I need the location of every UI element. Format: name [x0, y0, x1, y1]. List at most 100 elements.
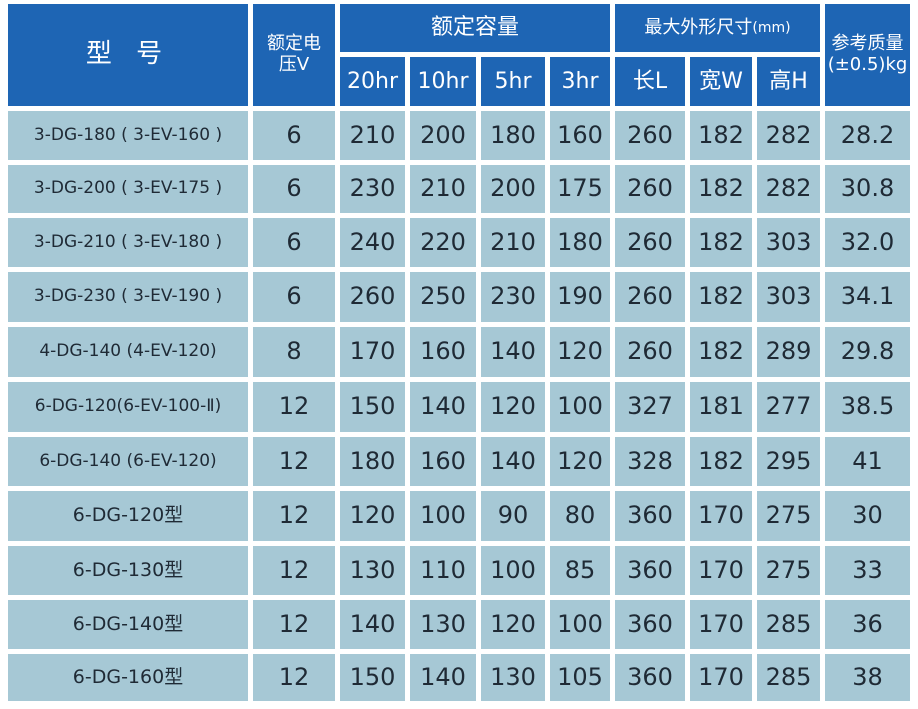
cell-length: 260 — [615, 327, 685, 377]
header-capacity-3hr: 3hr — [550, 57, 610, 106]
cell-height: 295 — [757, 437, 820, 486]
cell-capacity-20hr: 230 — [340, 165, 405, 213]
cell-model: 6-DG-140 (6-EV-120) — [8, 437, 248, 486]
cell-height: 303 — [757, 272, 820, 322]
cell-voltage: 6 — [253, 165, 335, 213]
cell-width: 181 — [690, 382, 752, 432]
header-capacity-20hr: 20hr — [340, 57, 405, 106]
cell-capacity-10hr: 220 — [410, 218, 476, 267]
cell-capacity-3hr: 120 — [550, 327, 610, 377]
cell-width: 182 — [690, 218, 752, 267]
cell-height: 275 — [757, 546, 820, 595]
cell-height: 282 — [757, 165, 820, 213]
cell-capacity-10hr: 110 — [410, 546, 476, 595]
cell-width: 182 — [690, 111, 752, 160]
cell-capacity-20hr: 260 — [340, 272, 405, 322]
cell-capacity-5hr: 230 — [481, 272, 545, 322]
header-height: 高H — [757, 57, 820, 106]
cell-capacity-10hr: 160 — [410, 437, 476, 486]
cell-height: 275 — [757, 491, 820, 541]
cell-width: 170 — [690, 491, 752, 541]
cell-mass: 30 — [825, 491, 910, 541]
cell-model: 6-DG-120(6-EV-100-Ⅱ) — [8, 382, 248, 432]
cell-capacity-10hr: 100 — [410, 491, 476, 541]
header-capacity: 额定容量 — [340, 4, 610, 52]
cell-capacity-20hr: 210 — [340, 111, 405, 160]
cell-capacity-10hr: 140 — [410, 382, 476, 432]
cell-capacity-20hr: 150 — [340, 382, 405, 432]
cell-capacity-20hr: 130 — [340, 546, 405, 595]
cell-capacity-10hr: 250 — [410, 272, 476, 322]
cell-mass: 33 — [825, 546, 910, 595]
cell-model: 4-DG-140 (4-EV-120) — [8, 327, 248, 377]
cell-length: 328 — [615, 437, 685, 486]
cell-voltage: 12 — [253, 600, 335, 649]
header-dimensions-unit: (mm) — [752, 19, 791, 36]
cell-capacity-10hr: 200 — [410, 111, 476, 160]
cell-mass: 38.5 — [825, 382, 910, 432]
cell-width: 170 — [690, 600, 752, 649]
cell-capacity-5hr: 120 — [481, 600, 545, 649]
cell-capacity-5hr: 140 — [481, 437, 545, 486]
cell-capacity-5hr: 100 — [481, 546, 545, 595]
cell-capacity-20hr: 240 — [340, 218, 405, 267]
cell-mass: 32.0 — [825, 218, 910, 267]
cell-height: 303 — [757, 218, 820, 267]
cell-voltage: 12 — [253, 546, 335, 595]
cell-capacity-20hr: 120 — [340, 491, 405, 541]
cell-model: 6-DG-130型 — [8, 546, 248, 595]
cell-capacity-3hr: 100 — [550, 600, 610, 649]
cell-width: 170 — [690, 546, 752, 595]
cell-capacity-20hr: 150 — [340, 654, 405, 701]
cell-height: 277 — [757, 382, 820, 432]
cell-length: 360 — [615, 600, 685, 649]
cell-width: 182 — [690, 165, 752, 213]
cell-width: 170 — [690, 654, 752, 701]
cell-capacity-5hr: 140 — [481, 327, 545, 377]
header-width: 宽W — [690, 57, 752, 106]
cell-width: 182 — [690, 327, 752, 377]
cell-height: 289 — [757, 327, 820, 377]
cell-capacity-3hr: 160 — [550, 111, 610, 160]
cell-mass: 29.8 — [825, 327, 910, 377]
cell-model: 3-DG-200 ( 3-EV-175 ) — [8, 165, 248, 213]
cell-length: 360 — [615, 491, 685, 541]
cell-capacity-3hr: 175 — [550, 165, 610, 213]
cell-length: 327 — [615, 382, 685, 432]
cell-mass: 38 — [825, 654, 910, 701]
cell-length: 360 — [615, 546, 685, 595]
cell-capacity-10hr: 130 — [410, 600, 476, 649]
cell-mass: 34.1 — [825, 272, 910, 322]
cell-capacity-3hr: 180 — [550, 218, 610, 267]
cell-length: 360 — [615, 654, 685, 701]
cell-capacity-10hr: 160 — [410, 327, 476, 377]
cell-voltage: 12 — [253, 491, 335, 541]
cell-voltage: 12 — [253, 437, 335, 486]
cell-capacity-3hr: 190 — [550, 272, 610, 322]
cell-capacity-5hr: 120 — [481, 382, 545, 432]
cell-model: 6-DG-140型 — [8, 600, 248, 649]
cell-model: 3-DG-180 ( 3-EV-160 ) — [8, 111, 248, 160]
cell-capacity-3hr: 100 — [550, 382, 610, 432]
cell-width: 182 — [690, 437, 752, 486]
header-model: 型 号 — [8, 4, 248, 106]
header-voltage: 额定电压V — [253, 4, 335, 106]
header-capacity-5hr: 5hr — [481, 57, 545, 106]
cell-voltage: 12 — [253, 382, 335, 432]
cell-voltage: 6 — [253, 111, 335, 160]
header-capacity-10hr: 10hr — [410, 57, 476, 106]
cell-height: 282 — [757, 111, 820, 160]
cell-capacity-3hr: 80 — [550, 491, 610, 541]
cell-voltage: 8 — [253, 327, 335, 377]
cell-voltage: 6 — [253, 272, 335, 322]
cell-height: 285 — [757, 654, 820, 701]
cell-length: 260 — [615, 111, 685, 160]
cell-length: 260 — [615, 272, 685, 322]
header-mass: 参考质量(±0.5)kg — [825, 4, 910, 106]
cell-capacity-5hr: 180 — [481, 111, 545, 160]
cell-model: 6-DG-160型 — [8, 654, 248, 701]
cell-voltage: 6 — [253, 218, 335, 267]
cell-width: 182 — [690, 272, 752, 322]
cell-capacity-5hr: 130 — [481, 654, 545, 701]
cell-model: 3-DG-210 ( 3-EV-180 ) — [8, 218, 248, 267]
